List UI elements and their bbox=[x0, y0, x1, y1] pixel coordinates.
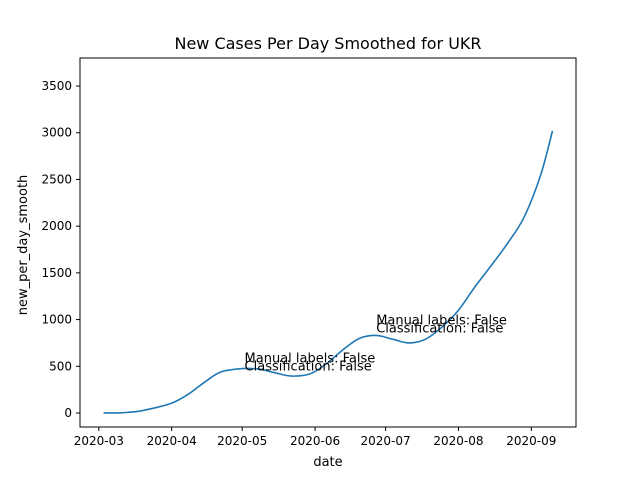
y-tick-label: 1000 bbox=[41, 313, 72, 327]
x-tick-label: 2020-07 bbox=[361, 434, 411, 448]
x-axis-label: date bbox=[313, 455, 342, 470]
chart-title: New Cases Per Day Smoothed for UKR bbox=[174, 34, 481, 53]
y-axis-label: new_per_day_smooth bbox=[16, 175, 31, 316]
x-tick-label: 2020-06 bbox=[290, 434, 340, 448]
series-line bbox=[103, 130, 554, 414]
plot-area bbox=[103, 130, 554, 414]
x-tick-label: 2020-08 bbox=[433, 434, 483, 448]
chart-annotation: Classification: False bbox=[245, 360, 372, 375]
tick-group: 2020-03 2020-04 2020-05 2020-06 2020-07 2020-… bbox=[41, 79, 556, 448]
y-tick-label: 3000 bbox=[41, 126, 72, 140]
y-tick-label: 2500 bbox=[41, 172, 72, 186]
y-tick-label: 2000 bbox=[41, 219, 72, 233]
x-tick-label: 2020-04 bbox=[147, 434, 197, 448]
x-tick-label: 2020-05 bbox=[217, 434, 267, 448]
chart-annotation: Manual labels: False bbox=[376, 314, 507, 329]
chart-annotation: Classification: False bbox=[376, 322, 503, 337]
y-tick-label: 1500 bbox=[41, 266, 72, 280]
y-tick-label: 0 bbox=[64, 406, 72, 420]
axes-frame bbox=[79, 57, 577, 428]
x-tick-label: 2020-03 bbox=[74, 434, 124, 448]
y-tick-label: 500 bbox=[49, 359, 72, 373]
y-tick-label: 3500 bbox=[41, 79, 72, 93]
chart-annotation: Manual labels: False bbox=[245, 352, 376, 367]
x-tick-label: 2020-09 bbox=[506, 434, 556, 448]
